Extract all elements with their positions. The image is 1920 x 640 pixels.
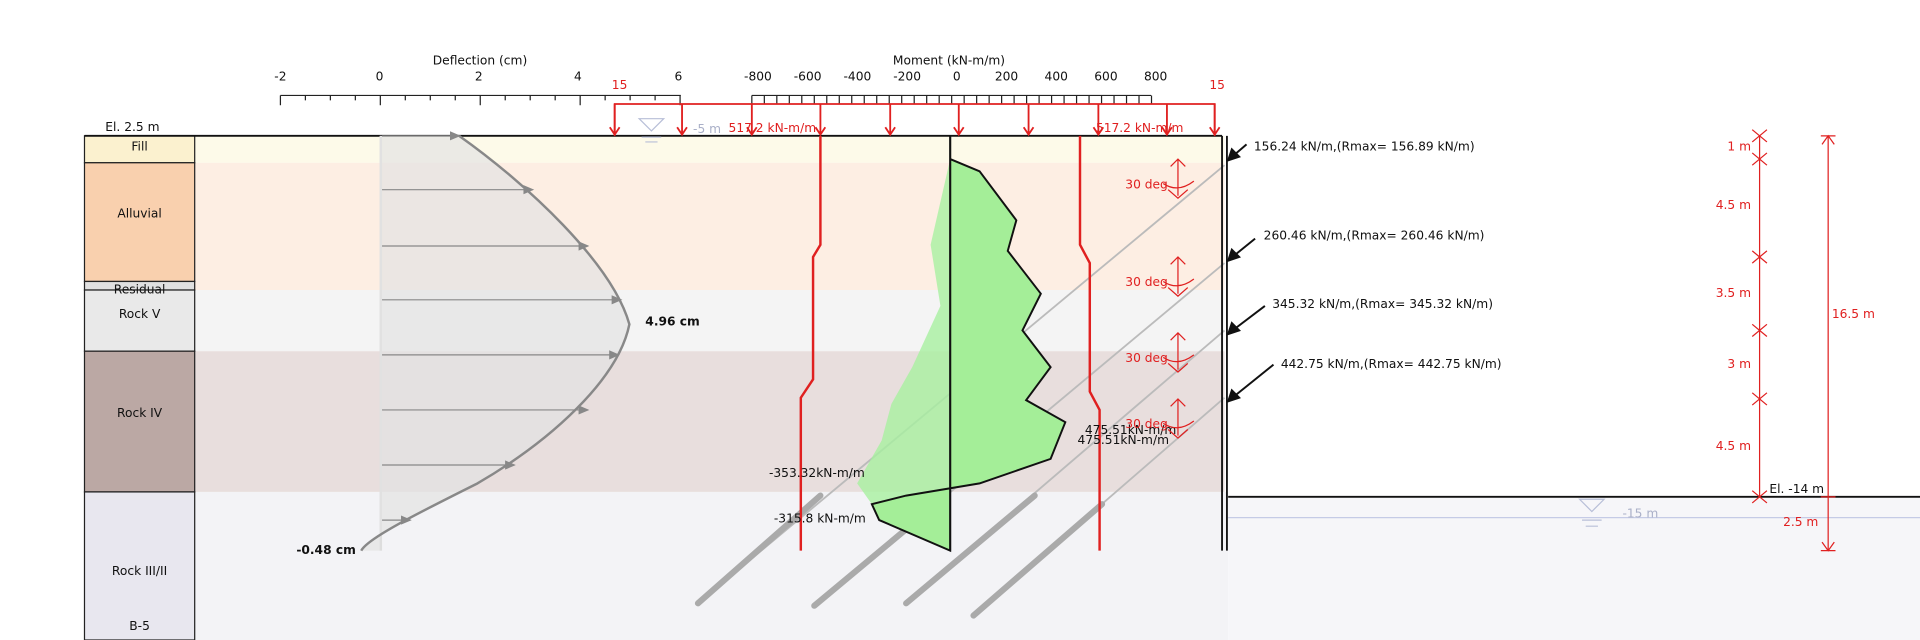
tick-label: 800 — [1144, 70, 1167, 84]
tick-label: -2 — [274, 70, 286, 84]
water-label: -15 m — [1622, 506, 1658, 520]
deflection-max: 4.96 cm — [645, 314, 699, 328]
angle-label: 30 deg — [1125, 351, 1168, 365]
band-alluvial — [194, 162, 1225, 291]
limit-label: 15 — [612, 78, 628, 92]
moment-tick-labels: -800 -600 -400 -200 0 200 400 600 800 — [744, 70, 1167, 84]
tick-label: -600 — [794, 70, 822, 84]
force-arrows — [1226, 143, 1275, 403]
borehole — [83, 135, 196, 640]
capacity-label: 517.2 kN-m/m — [729, 121, 817, 135]
elevation-label: El. 2.5 m — [105, 120, 159, 134]
tick-label: -400 — [843, 70, 871, 84]
water-label: -5 m — [693, 122, 721, 136]
arrow-head — [578, 405, 590, 415]
moment-label: 475.51kN-m/m — [1085, 423, 1176, 437]
capacity-line — [799, 135, 822, 551]
axis-title: Moment (kN-m/m) — [893, 54, 1005, 68]
water-symbol — [1578, 498, 1606, 527]
deflection-area — [361, 135, 630, 551]
layer-label: Fill — [131, 139, 147, 153]
capacity-line — [1078, 135, 1101, 551]
dimension-label: 4.5 m — [1716, 198, 1751, 212]
limit-label: 15 — [1209, 78, 1225, 92]
layer-label: Rock V — [119, 307, 161, 321]
deflection-arrows — [382, 131, 623, 525]
dimension-label: 3.5 m — [1716, 286, 1751, 300]
band-rock-v — [194, 290, 1225, 352]
wall — [1221, 135, 1228, 551]
arrow-head — [611, 295, 623, 305]
arrow-head — [609, 350, 620, 360]
arrow-head — [401, 515, 412, 525]
angle-label: 30 deg — [1125, 177, 1168, 191]
arrow-head — [578, 241, 590, 251]
tick-label: 6 — [674, 70, 682, 84]
moment-label: 475.51kN-m/m — [1078, 433, 1169, 447]
capacity-label: 517.2 kN-m/m — [1096, 121, 1184, 135]
capacity-bracket — [609, 103, 1221, 137]
deflection-toe: -0.48 cm — [296, 543, 356, 557]
band-excavated — [1228, 496, 1920, 640]
band-fill — [194, 135, 1225, 163]
arrow-head — [505, 460, 516, 470]
tick-label: 400 — [1045, 70, 1068, 84]
anchor-bonds — [694, 492, 1106, 619]
tick-label: 600 — [1094, 70, 1117, 84]
excavation-label: El. -14 m — [1769, 482, 1824, 496]
angle-label: 30 deg — [1125, 417, 1168, 431]
band-rock-iii — [194, 491, 1229, 640]
moment-ticks — [751, 95, 1153, 105]
anchor-force: 345.32 kN/m,(Rmax= 345.32 kN/m) — [1272, 297, 1493, 311]
tick-label: 200 — [995, 70, 1018, 84]
anchor-force: 442.75 kN/m,(Rmax= 442.75 kN/m) — [1281, 357, 1502, 371]
dimension-embedment: 2.5 m — [1783, 515, 1818, 529]
tick-label: -800 — [744, 70, 772, 84]
moment-label: -315.8 kN-m/m — [774, 511, 866, 525]
tick-label: 0 — [953, 70, 961, 84]
anchor-force: 260.46 kN/m,(Rmax= 260.46 kN/m) — [1264, 229, 1485, 243]
water-symbol — [637, 118, 666, 143]
dimension-label: 1 m — [1727, 139, 1751, 153]
layer-label: Rock III/II — [112, 564, 167, 578]
layer-label: Residual — [114, 283, 166, 297]
borehole-label: B-5 — [129, 619, 150, 633]
dimension-label: 3 m — [1727, 357, 1751, 371]
anchor-force: 156.24 kN/m,(Rmax= 156.89 kN/m) — [1254, 139, 1475, 153]
tick-label: 2 — [475, 70, 483, 84]
deflection-curve — [360, 134, 631, 552]
angle-label: 30 deg — [1125, 275, 1168, 289]
axis-title: Deflection (cm) — [433, 54, 527, 68]
angle-arcs — [1162, 158, 1195, 439]
dimension-lines — [1751, 129, 1836, 552]
layer-label: Rock IV — [117, 406, 163, 420]
tick-label: 0 — [376, 70, 384, 84]
layer-label: Alluvial — [117, 207, 161, 221]
moment-curve — [870, 135, 1067, 553]
moment-envelope — [857, 159, 951, 551]
arrow-head — [450, 131, 461, 141]
band-rock-iv — [194, 351, 1225, 492]
tick-label: -200 — [893, 70, 921, 84]
arrow-head — [523, 185, 535, 195]
dimension-total: 16.5 m — [1832, 307, 1875, 321]
dimension-label: 4.5 m — [1716, 439, 1751, 453]
moment-label: -353.32kN-m/m — [769, 466, 865, 480]
tick-label: 4 — [574, 70, 582, 84]
